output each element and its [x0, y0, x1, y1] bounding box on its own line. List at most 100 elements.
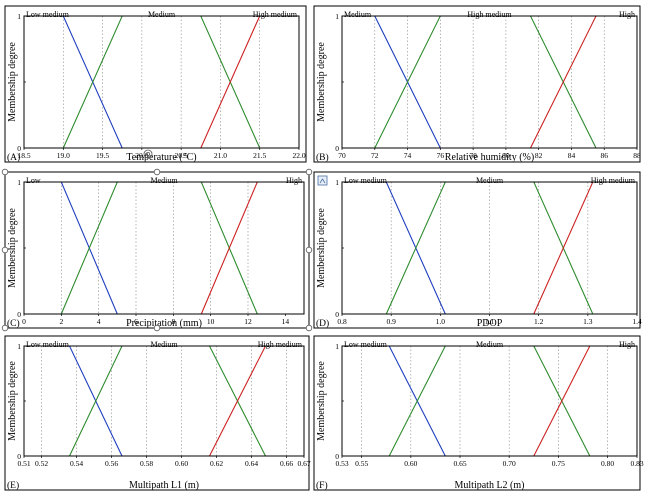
fuzzy-set-label: High	[619, 10, 635, 19]
y-tick-label: 0	[335, 310, 339, 319]
panel-tag-label: (A)	[7, 152, 20, 163]
x-axis-label: Multipath L2 (m)	[455, 480, 525, 491]
y-axis-label: Membership degree	[7, 361, 18, 441]
x-tick-label: 0	[22, 317, 26, 326]
fuzzy-set-label: Medium	[150, 340, 178, 349]
fuzzy-set-label: Low	[26, 176, 41, 185]
fuzzy-set-label: Medium	[476, 340, 504, 349]
layout-options-glyph-icon	[319, 178, 326, 184]
x-tick-label: 0.60	[175, 459, 188, 468]
x-tick-label: 19.5	[96, 151, 109, 160]
chart-panel: 0 2 4 6 8 10 12 14 0 1 Low Medium High Precipitation …	[4, 171, 310, 329]
x-tick-label: 78	[469, 151, 477, 160]
x-tick-label: 0.55	[355, 459, 368, 468]
panel-frame	[4, 171, 310, 329]
fuzzy-set-label: High	[619, 340, 635, 349]
x-tick-label: 1.4	[632, 317, 642, 326]
panel-frame	[313, 5, 641, 163]
resize-handle[interactable]	[1, 246, 9, 254]
panel-tag-label: (F)	[316, 480, 328, 491]
panel-frame	[4, 335, 310, 491]
x-tick-label: 0.62	[210, 459, 223, 468]
x-tick-label: 0.8	[337, 317, 347, 326]
y-tick-label: 0	[17, 452, 21, 461]
resize-handle[interactable]	[153, 168, 161, 176]
x-tick-label: 0.75	[552, 459, 565, 468]
fuzzy-set-label: High medium	[591, 176, 636, 185]
resize-handle[interactable]	[305, 324, 313, 332]
x-tick-label: 2	[59, 317, 63, 326]
resize-handle[interactable]	[153, 324, 161, 332]
x-tick-label: 80	[502, 151, 510, 160]
x-tick-label: 72	[371, 151, 379, 160]
x-tick-label: 0.64	[245, 459, 258, 468]
x-tick-label: 74	[404, 151, 412, 160]
y-tick-label: 1	[17, 12, 21, 21]
x-tick-label: 88	[633, 151, 641, 160]
x-tick-label: 1.0	[436, 317, 446, 326]
x-tick-label: 82	[535, 151, 543, 160]
x-tick-label: 1.2	[534, 317, 544, 326]
x-tick-label: 84	[568, 151, 576, 160]
chart-panel: 18.5 19.0 19.5 20.0 20.5 21.0 21.5 22.0 0 1 Low me…	[4, 5, 307, 163]
chart-panel: 0.51 0.52 0.54 0.56 0.58 0.60 0.62 0.64 0.66 0.67…	[4, 335, 311, 491]
x-tick-label: 19.0	[57, 151, 70, 160]
x-tick-label: 20.0	[135, 151, 148, 160]
panel-tag-label: (B)	[316, 152, 329, 163]
x-tick-label: 0.65	[453, 459, 466, 468]
x-axis-label: Relative humidity (%)	[445, 152, 534, 163]
x-tick-label: 0.53	[335, 459, 348, 468]
x-tick-label: 12	[244, 317, 252, 326]
resize-handle[interactable]	[1, 168, 9, 176]
x-tick-label: 0.52	[35, 459, 48, 468]
panels-group: 18.5 19.0 19.5 20.0 20.5 21.0 21.5 22.001 Low me…	[4, 5, 644, 491]
x-tick-label: 0.54	[70, 459, 83, 468]
x-tick-label: 20.5	[175, 151, 188, 160]
x-tick-label: 18.5	[17, 151, 30, 160]
x-tick-label: 0.67	[297, 459, 310, 468]
rotate-handle-icon[interactable]	[143, 149, 153, 159]
x-tick-label: 6	[134, 317, 138, 326]
resize-handle[interactable]	[1, 324, 9, 332]
resize-handle[interactable]	[305, 168, 313, 176]
fuzzy-set-label: Low medium	[26, 340, 70, 349]
fuzzy-set-label: High	[286, 176, 302, 185]
panel-tag-label: (D)	[316, 318, 329, 329]
y-tick-label: 0	[335, 144, 339, 153]
y-axis-label: Membership degree	[316, 208, 327, 288]
y-tick-label: 0	[335, 452, 339, 461]
x-axis-label: Temperature (°C)	[126, 152, 196, 163]
x-tick-label: 10	[207, 317, 215, 326]
panel-frame	[313, 171, 641, 329]
x-axis-label: Precipitation (mm)	[126, 318, 202, 329]
y-axis-label: Membership degree	[316, 361, 327, 441]
resize-handle[interactable]	[305, 246, 313, 254]
y-axis-label: Membership degree	[7, 42, 18, 122]
x-tick-label: 4	[97, 317, 101, 326]
y-tick-label: 1	[17, 178, 21, 187]
y-axis-label: Membership degree	[7, 208, 18, 288]
fuzzy-set-label: High medium	[467, 10, 512, 19]
chart-panel: 0.8 0.9 1.0 1.1 1.2 1.3 1.4 0 1 Low medium Medium H…	[313, 171, 642, 329]
x-tick-label: 70	[338, 151, 346, 160]
x-tick-label: 1.3	[583, 317, 593, 326]
fuzzy-set-label: Low medium	[344, 176, 388, 185]
fuzzy-set-label: Medium	[344, 10, 372, 19]
x-tick-label: 21.5	[253, 151, 266, 160]
layout-options-icon[interactable]	[317, 175, 328, 186]
x-axis-label: Multipath L1 (m)	[129, 480, 199, 491]
panel-tag-label: (C)	[7, 318, 20, 329]
panel-frame	[4, 5, 307, 163]
panel-frame	[313, 335, 641, 491]
x-tick-label: 0.9	[386, 317, 396, 326]
rotate-handle-center-icon	[145, 151, 150, 156]
x-tick-label: 22.0	[292, 151, 305, 160]
chart-panel: 0.53 0.55 0.60 0.65 0.70 0.75 0.80 0.83 0 1 Low me…	[313, 335, 644, 491]
fuzzy-set-label: Low medium	[344, 340, 388, 349]
x-tick-label: 8	[171, 317, 175, 326]
x-axis-label: PDOP	[477, 318, 503, 329]
fuzzy-set-label: Medium	[148, 10, 176, 19]
x-tick-label: 14	[282, 317, 290, 326]
x-tick-label: 0.66	[280, 459, 293, 468]
y-tick-label: 0	[17, 144, 21, 153]
